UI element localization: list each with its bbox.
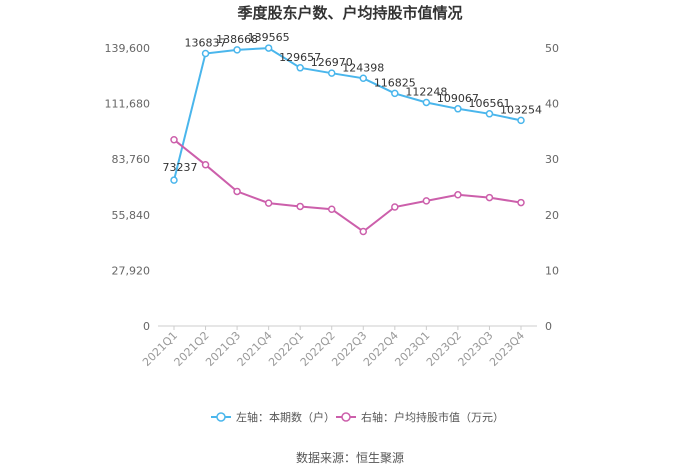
series-0-point <box>233 46 241 54</box>
right-tick-label: 10 <box>545 264 559 277</box>
series-1-point <box>517 198 525 207</box>
series-0-data-label: 73237 <box>163 161 198 174</box>
right-tick-label: 20 <box>545 209 559 222</box>
series-0-data-label: 106561 <box>468 97 510 110</box>
left-tick-label: 83,760 <box>112 153 151 166</box>
left-tick-label: 55,840 <box>112 209 151 222</box>
series-0-point <box>170 176 178 184</box>
right-axis-ticks: 0 10 20 30 40 50 <box>545 42 559 333</box>
right-tick-label: 0 <box>545 320 552 333</box>
data-source: 数据来源：恒生聚源 <box>296 450 404 465</box>
x-axis-ticks: 2021Q12021Q22021Q32021Q42022Q12022Q22022… <box>140 329 527 369</box>
series-1-point <box>201 161 210 169</box>
series-0-data-label: 138668 <box>216 33 258 46</box>
series-0-point <box>296 64 304 72</box>
x-tick-label: 2023Q4 <box>487 329 527 369</box>
left-tick-label: 0 <box>143 320 150 333</box>
left-tick-label: 139,600 <box>105 42 151 55</box>
left-tick-label: 27,920 <box>112 264 151 277</box>
series-0-data-label: 116825 <box>374 76 416 89</box>
series-0-data-label: 126970 <box>311 56 353 69</box>
series-0-point <box>359 74 368 83</box>
series-0-point <box>422 98 431 107</box>
series-0-point <box>517 116 525 125</box>
series-1-point <box>422 197 431 205</box>
series-0-data-label: 139565 <box>248 31 290 44</box>
series-1-point <box>233 187 241 196</box>
series-1-point <box>264 199 273 207</box>
right-tick-label: 30 <box>545 153 559 166</box>
legend-item-households[interactable]: 左轴：本期数（户） <box>211 410 335 424</box>
series-0-point <box>264 44 273 52</box>
left-axis-ticks: 0 27,920 55,840 83,760 111,680 139,600 <box>105 42 151 333</box>
right-tick-label: 40 <box>545 98 559 111</box>
series-0-data-label: 124398 <box>342 61 384 74</box>
series-0-data-label: 129657 <box>279 51 321 64</box>
series-0-data-label: 136837 <box>185 37 227 50</box>
series-0-point <box>201 49 210 58</box>
series-0-point <box>327 69 336 77</box>
right-tick-label: 50 <box>545 42 559 55</box>
legend-marker-avg-value <box>341 412 351 422</box>
series-0-point <box>454 105 462 113</box>
legend-label-avg-value: 右轴：户均持股市值（万元） <box>361 410 504 424</box>
series-0-point <box>391 89 399 98</box>
series-1-point <box>327 205 336 213</box>
series-0-data-label: 109067 <box>437 92 479 105</box>
series-0-data-label: 112248 <box>405 85 447 98</box>
legend-marker-households <box>216 412 226 422</box>
legend-label-households: 左轴：本期数（户） <box>236 410 335 424</box>
series-0-point <box>485 110 494 118</box>
series-1-point <box>170 135 178 144</box>
series-1-point <box>485 193 494 202</box>
series-1-point <box>391 203 399 211</box>
series-1-point <box>296 202 304 211</box>
chart-title: 季度股东户数、户均持股市值情况 <box>237 4 462 22</box>
series-1-point <box>359 227 368 236</box>
left-tick-label: 111,680 <box>105 98 151 111</box>
legend: 左轴：本期数（户） 右轴：户均持股市值（万元） <box>211 410 504 424</box>
series-0-data-label: 103254 <box>500 103 542 116</box>
series-line-0 <box>173 47 522 181</box>
series-line-1 <box>173 138 522 233</box>
axes <box>158 325 537 330</box>
legend-item-avg-value[interactable]: 右轴：户均持股市值（万元） <box>336 410 504 424</box>
series-1-point <box>454 191 462 199</box>
